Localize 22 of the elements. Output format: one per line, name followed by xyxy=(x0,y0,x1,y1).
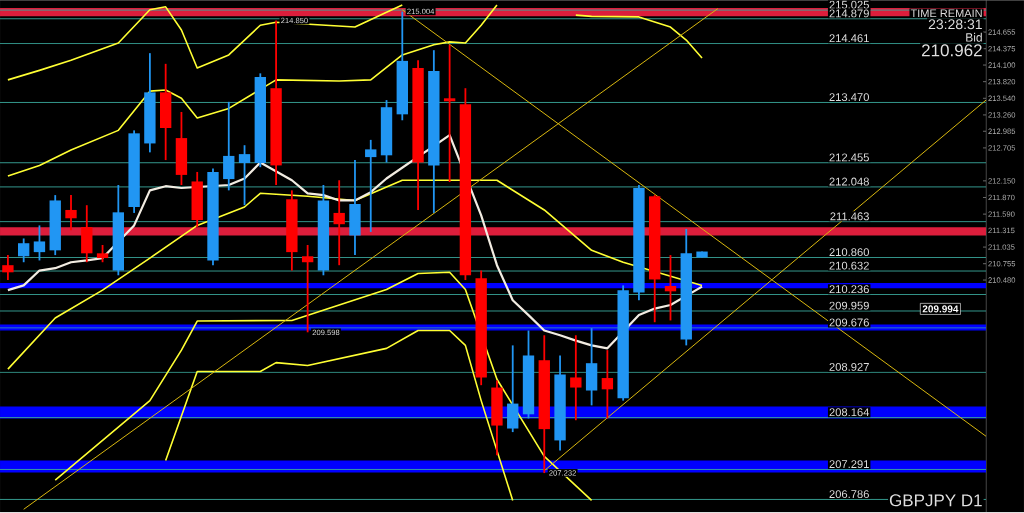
ref-line-label: 214.461 xyxy=(829,34,869,43)
ref-line-label: 207.291 xyxy=(829,460,869,469)
ref-line-label: 211.463 xyxy=(830,212,869,221)
ref-line-label: 209.676 xyxy=(829,318,869,327)
ref-line-label: 210.632 xyxy=(829,261,869,270)
ref-line-label: 214.879 xyxy=(829,9,869,18)
ref-line-label: 212.455 xyxy=(829,153,869,162)
ref-line-label: 215.025 xyxy=(829,0,869,9)
ref-line-label: 210.236 xyxy=(829,285,869,294)
ref-line-label: 208.927 xyxy=(829,363,869,372)
annotation: TIME REMAIN xyxy=(910,9,982,18)
ref-line-label: 213.470 xyxy=(829,93,869,102)
ref-line-label: 208.164 xyxy=(829,408,870,417)
ref-line-label: 206.786 xyxy=(829,490,869,499)
annotation: GBPJPY D1 xyxy=(889,494,982,507)
ref-line-label: 209.959 xyxy=(829,301,869,310)
ref-line-label: 212.048 xyxy=(829,177,869,186)
annotation: Bid xyxy=(966,33,982,42)
annotation: 23:28:31 xyxy=(928,19,982,30)
ref-line-label: 210.860 xyxy=(829,248,869,257)
annotation: 210.962 xyxy=(921,44,982,57)
annotation: 209.994 xyxy=(922,305,959,313)
